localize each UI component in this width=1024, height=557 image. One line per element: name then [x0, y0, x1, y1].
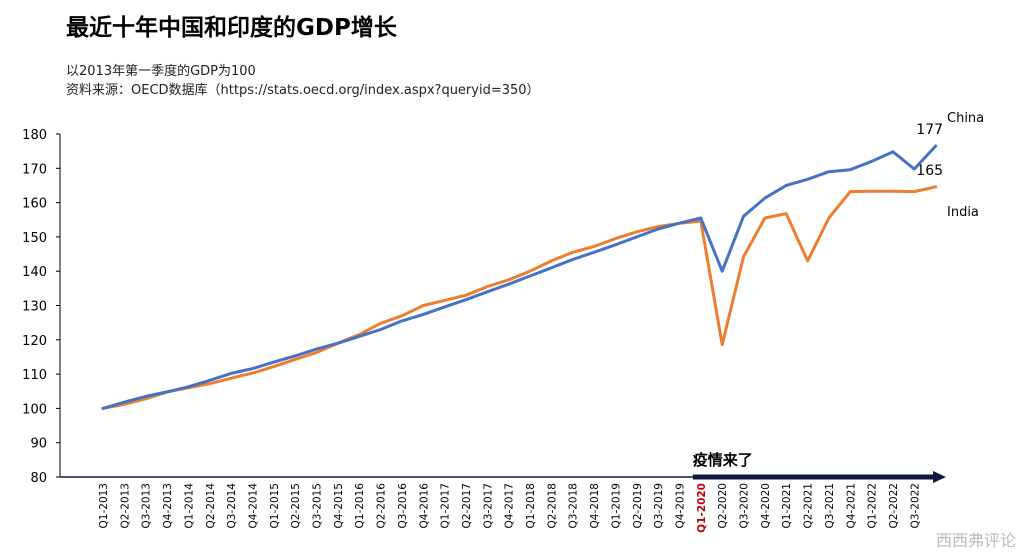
- x-tick-label: Q2-2021: [803, 483, 815, 528]
- watermark: 西西弗评论: [935, 531, 1016, 550]
- series-line-india: [101, 185, 938, 410]
- y-tick-label: 150: [22, 231, 47, 246]
- pandemic-arrow-head: [933, 471, 946, 483]
- x-tick-label: Q1-2013: [98, 483, 110, 528]
- x-tick-label: Q1-2014: [183, 483, 195, 529]
- chart-source: 资料来源：OECD数据库（https://stats.oecd.org/inde…: [66, 83, 540, 98]
- pandemic-annotation: 疫情来了: [693, 451, 753, 469]
- end-value-label-india: 165: [916, 163, 943, 179]
- x-tick-label-highlight: Q1-2020: [696, 483, 708, 533]
- chart-title: 最近十年中国和印度的GDP增长: [66, 15, 397, 41]
- x-tick-label: Q4-2017: [504, 483, 516, 528]
- x-tick-label: Q3-2018: [568, 483, 580, 528]
- x-tick-label: Q2-2014: [205, 483, 217, 529]
- x-tick-label: Q2-2022: [888, 483, 900, 528]
- x-tick-label: Q4-2013: [162, 483, 174, 528]
- y-tick-label: 120: [22, 334, 47, 349]
- x-tick-label: Q2-2020: [717, 483, 729, 528]
- x-tick-label: Q2-2019: [632, 483, 644, 528]
- x-tick-label: Q3-2013: [141, 483, 153, 528]
- x-tick-label: Q3-2017: [482, 483, 494, 528]
- x-tick-label: Q3-2022: [909, 483, 921, 528]
- end-value-label-china: 177: [916, 122, 943, 138]
- x-tick-label: Q4-2018: [589, 483, 601, 528]
- y-tick-label: 180: [22, 128, 47, 143]
- x-tick-label: Q3-2020: [739, 483, 751, 528]
- y-tick-label: 100: [22, 402, 47, 417]
- y-tick-label: 140: [22, 265, 47, 280]
- x-tick-label: Q3-2019: [653, 483, 665, 528]
- x-tick-label: Q1-2021: [781, 483, 793, 528]
- x-tick-label: Q1-2018: [525, 483, 537, 528]
- x-tick-label: Q1-2015: [269, 483, 281, 528]
- x-tick-label: Q1-2016: [354, 483, 366, 529]
- chart-subtitle: 以2013年第一季度的GDP为100: [66, 64, 256, 79]
- x-tick-label: Q2-2013: [119, 483, 131, 528]
- x-tick-label: Q4-2020: [760, 483, 772, 528]
- series-name-label-india: India: [947, 205, 979, 220]
- y-tick-label: 170: [22, 162, 47, 177]
- x-tick-label: Q1-2022: [867, 483, 879, 528]
- x-tick-label: Q4-2014: [247, 483, 259, 529]
- series-line-china: [101, 144, 938, 410]
- x-tick-label: Q2-2016: [376, 483, 388, 529]
- x-tick-label: Q3-2014: [226, 483, 238, 529]
- x-tick-label: Q2-2017: [461, 483, 473, 528]
- x-tick-label: Q3-2021: [824, 483, 836, 528]
- series-name-label-china: China: [947, 111, 984, 126]
- y-tick-label: 110: [22, 368, 47, 383]
- x-tick-label: Q3-2015: [312, 483, 324, 528]
- x-tick-label: Q1-2019: [610, 483, 622, 528]
- y-tick-label: 80: [30, 471, 47, 486]
- x-tick-label: Q2-2015: [290, 483, 302, 528]
- x-tick-label: Q4-2019: [674, 483, 686, 528]
- x-tick-label: Q3-2016: [397, 483, 409, 529]
- x-tick-label: Q2-2018: [546, 483, 558, 528]
- y-tick-label: 90: [30, 437, 47, 452]
- x-tick-label: Q4-2016: [418, 483, 430, 529]
- x-tick-label: Q4-2015: [333, 483, 345, 528]
- y-tick-label: 160: [22, 197, 47, 212]
- x-tick-label: Q1-2017: [440, 483, 452, 528]
- x-tick-label: Q4-2021: [845, 483, 857, 528]
- y-tick-label: 130: [22, 300, 47, 315]
